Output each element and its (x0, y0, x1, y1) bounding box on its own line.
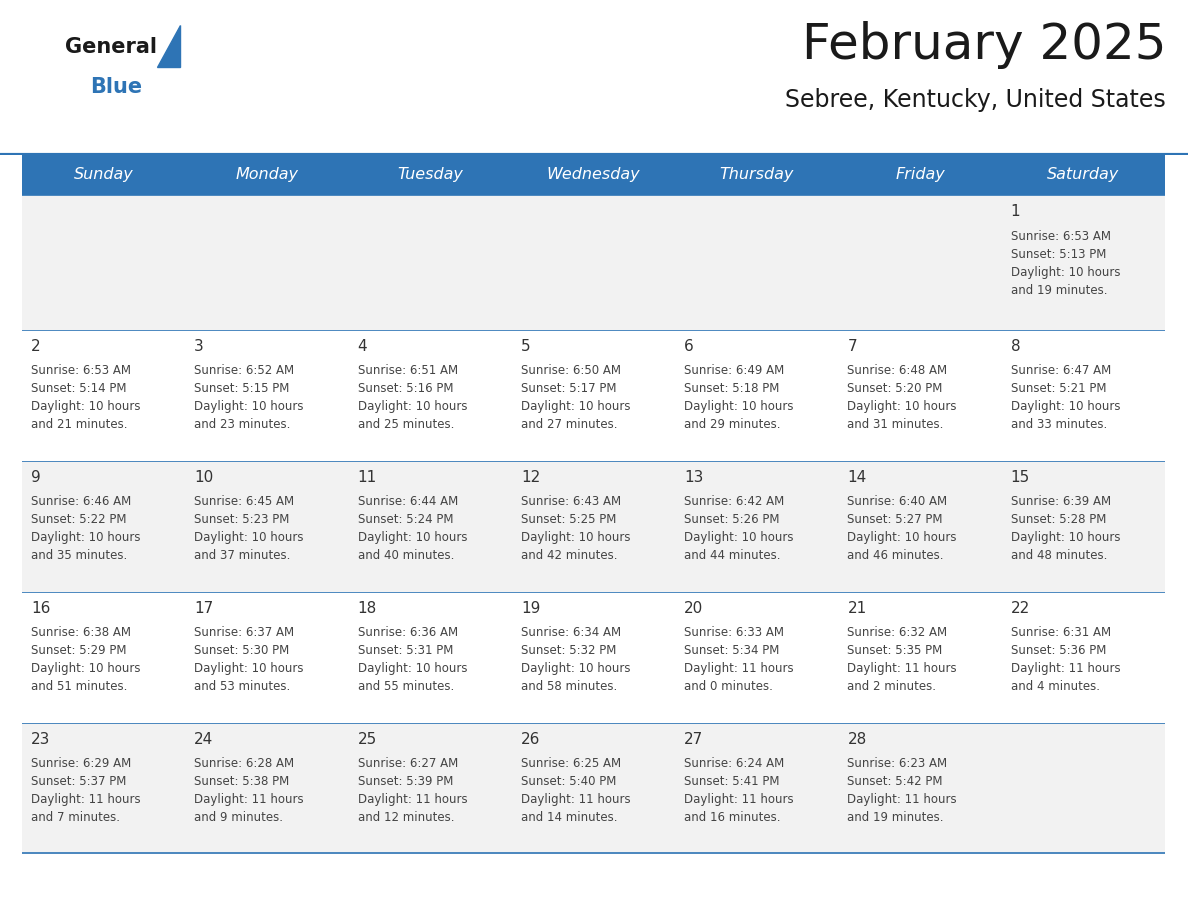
Text: 5: 5 (520, 339, 531, 354)
Text: 19: 19 (520, 601, 541, 616)
Text: Sunrise: 6:23 AM
Sunset: 5:42 PM
Daylight: 11 hours
and 19 minutes.: Sunrise: 6:23 AM Sunset: 5:42 PM Dayligh… (847, 757, 958, 824)
Text: 26: 26 (520, 733, 541, 747)
Text: Sebree, Kentucky, United States: Sebree, Kentucky, United States (785, 88, 1165, 112)
Text: 4: 4 (358, 339, 367, 354)
Text: Sunrise: 6:53 AM
Sunset: 5:14 PM
Daylight: 10 hours
and 21 minutes.: Sunrise: 6:53 AM Sunset: 5:14 PM Dayligh… (31, 364, 140, 431)
Text: 28: 28 (847, 733, 867, 747)
Text: Sunrise: 6:40 AM
Sunset: 5:27 PM
Daylight: 10 hours
and 46 minutes.: Sunrise: 6:40 AM Sunset: 5:27 PM Dayligh… (847, 495, 956, 562)
Text: 23: 23 (31, 733, 50, 747)
Text: Sunrise: 6:53 AM
Sunset: 5:13 PM
Daylight: 10 hours
and 19 minutes.: Sunrise: 6:53 AM Sunset: 5:13 PM Dayligh… (1011, 230, 1120, 297)
Text: Sunrise: 6:43 AM
Sunset: 5:25 PM
Daylight: 10 hours
and 42 minutes.: Sunrise: 6:43 AM Sunset: 5:25 PM Dayligh… (520, 495, 631, 562)
Text: Sunrise: 6:28 AM
Sunset: 5:38 PM
Daylight: 11 hours
and 9 minutes.: Sunrise: 6:28 AM Sunset: 5:38 PM Dayligh… (195, 757, 304, 824)
Text: 9: 9 (31, 470, 40, 486)
Text: 13: 13 (684, 470, 703, 486)
Text: Sunrise: 6:49 AM
Sunset: 5:18 PM
Daylight: 10 hours
and 29 minutes.: Sunrise: 6:49 AM Sunset: 5:18 PM Dayligh… (684, 364, 794, 431)
Text: Sunrise: 6:24 AM
Sunset: 5:41 PM
Daylight: 11 hours
and 16 minutes.: Sunrise: 6:24 AM Sunset: 5:41 PM Dayligh… (684, 757, 794, 824)
Text: 12: 12 (520, 470, 541, 486)
Text: Sunrise: 6:34 AM
Sunset: 5:32 PM
Daylight: 10 hours
and 58 minutes.: Sunrise: 6:34 AM Sunset: 5:32 PM Dayligh… (520, 626, 631, 693)
Text: 22: 22 (1011, 601, 1030, 616)
Text: Sunrise: 6:32 AM
Sunset: 5:35 PM
Daylight: 11 hours
and 2 minutes.: Sunrise: 6:32 AM Sunset: 5:35 PM Dayligh… (847, 626, 958, 693)
Text: Sunrise: 6:38 AM
Sunset: 5:29 PM
Daylight: 10 hours
and 51 minutes.: Sunrise: 6:38 AM Sunset: 5:29 PM Dayligh… (31, 626, 140, 693)
Text: 18: 18 (358, 601, 377, 616)
Text: 17: 17 (195, 601, 214, 616)
Text: 16: 16 (31, 601, 50, 616)
Text: 1: 1 (1011, 205, 1020, 219)
Text: Sunrise: 6:47 AM
Sunset: 5:21 PM
Daylight: 10 hours
and 33 minutes.: Sunrise: 6:47 AM Sunset: 5:21 PM Dayligh… (1011, 364, 1120, 431)
Text: 11: 11 (358, 470, 377, 486)
Text: 7: 7 (847, 339, 857, 354)
Text: Sunrise: 6:50 AM
Sunset: 5:17 PM
Daylight: 10 hours
and 27 minutes.: Sunrise: 6:50 AM Sunset: 5:17 PM Dayligh… (520, 364, 631, 431)
Text: 8: 8 (1011, 339, 1020, 354)
Text: Thursday: Thursday (720, 167, 794, 183)
Text: 10: 10 (195, 470, 214, 486)
Text: Sunrise: 6:46 AM
Sunset: 5:22 PM
Daylight: 10 hours
and 35 minutes.: Sunrise: 6:46 AM Sunset: 5:22 PM Dayligh… (31, 495, 140, 562)
Text: Sunrise: 6:48 AM
Sunset: 5:20 PM
Daylight: 10 hours
and 31 minutes.: Sunrise: 6:48 AM Sunset: 5:20 PM Dayligh… (847, 364, 956, 431)
Text: Sunrise: 6:39 AM
Sunset: 5:28 PM
Daylight: 10 hours
and 48 minutes.: Sunrise: 6:39 AM Sunset: 5:28 PM Dayligh… (1011, 495, 1120, 562)
Text: General: General (65, 37, 157, 57)
Text: Sunrise: 6:42 AM
Sunset: 5:26 PM
Daylight: 10 hours
and 44 minutes.: Sunrise: 6:42 AM Sunset: 5:26 PM Dayligh… (684, 495, 794, 562)
Text: Sunday: Sunday (74, 167, 133, 183)
Text: Sunrise: 6:36 AM
Sunset: 5:31 PM
Daylight: 10 hours
and 55 minutes.: Sunrise: 6:36 AM Sunset: 5:31 PM Dayligh… (358, 626, 467, 693)
Text: Sunrise: 6:27 AM
Sunset: 5:39 PM
Daylight: 11 hours
and 12 minutes.: Sunrise: 6:27 AM Sunset: 5:39 PM Dayligh… (358, 757, 467, 824)
Text: 6: 6 (684, 339, 694, 354)
Text: Sunrise: 6:33 AM
Sunset: 5:34 PM
Daylight: 11 hours
and 0 minutes.: Sunrise: 6:33 AM Sunset: 5:34 PM Dayligh… (684, 626, 794, 693)
Text: 2: 2 (31, 339, 40, 354)
Polygon shape (157, 25, 181, 67)
Text: Sunrise: 6:37 AM
Sunset: 5:30 PM
Daylight: 10 hours
and 53 minutes.: Sunrise: 6:37 AM Sunset: 5:30 PM Dayligh… (195, 626, 304, 693)
Text: Monday: Monday (235, 167, 298, 183)
Text: Sunrise: 6:25 AM
Sunset: 5:40 PM
Daylight: 11 hours
and 14 minutes.: Sunrise: 6:25 AM Sunset: 5:40 PM Dayligh… (520, 757, 631, 824)
Text: 21: 21 (847, 601, 867, 616)
Text: Blue: Blue (90, 77, 143, 97)
Text: 3: 3 (195, 339, 204, 354)
Text: 20: 20 (684, 601, 703, 616)
Text: February 2025: February 2025 (802, 21, 1165, 69)
Text: 24: 24 (195, 733, 214, 747)
Text: Sunrise: 6:51 AM
Sunset: 5:16 PM
Daylight: 10 hours
and 25 minutes.: Sunrise: 6:51 AM Sunset: 5:16 PM Dayligh… (358, 364, 467, 431)
Text: Sunrise: 6:45 AM
Sunset: 5:23 PM
Daylight: 10 hours
and 37 minutes.: Sunrise: 6:45 AM Sunset: 5:23 PM Dayligh… (195, 495, 304, 562)
Text: Sunrise: 6:31 AM
Sunset: 5:36 PM
Daylight: 11 hours
and 4 minutes.: Sunrise: 6:31 AM Sunset: 5:36 PM Dayligh… (1011, 626, 1120, 693)
Text: Sunrise: 6:29 AM
Sunset: 5:37 PM
Daylight: 11 hours
and 7 minutes.: Sunrise: 6:29 AM Sunset: 5:37 PM Dayligh… (31, 757, 140, 824)
Text: Sunrise: 6:52 AM
Sunset: 5:15 PM
Daylight: 10 hours
and 23 minutes.: Sunrise: 6:52 AM Sunset: 5:15 PM Dayligh… (195, 364, 304, 431)
Text: Saturday: Saturday (1048, 167, 1119, 183)
Text: Sunrise: 6:44 AM
Sunset: 5:24 PM
Daylight: 10 hours
and 40 minutes.: Sunrise: 6:44 AM Sunset: 5:24 PM Dayligh… (358, 495, 467, 562)
Text: Friday: Friday (896, 167, 944, 183)
Text: 25: 25 (358, 733, 377, 747)
Text: 15: 15 (1011, 470, 1030, 486)
Text: 14: 14 (847, 470, 867, 486)
Text: Wednesday: Wednesday (546, 167, 640, 183)
Text: Tuesday: Tuesday (397, 167, 463, 183)
Text: 27: 27 (684, 733, 703, 747)
